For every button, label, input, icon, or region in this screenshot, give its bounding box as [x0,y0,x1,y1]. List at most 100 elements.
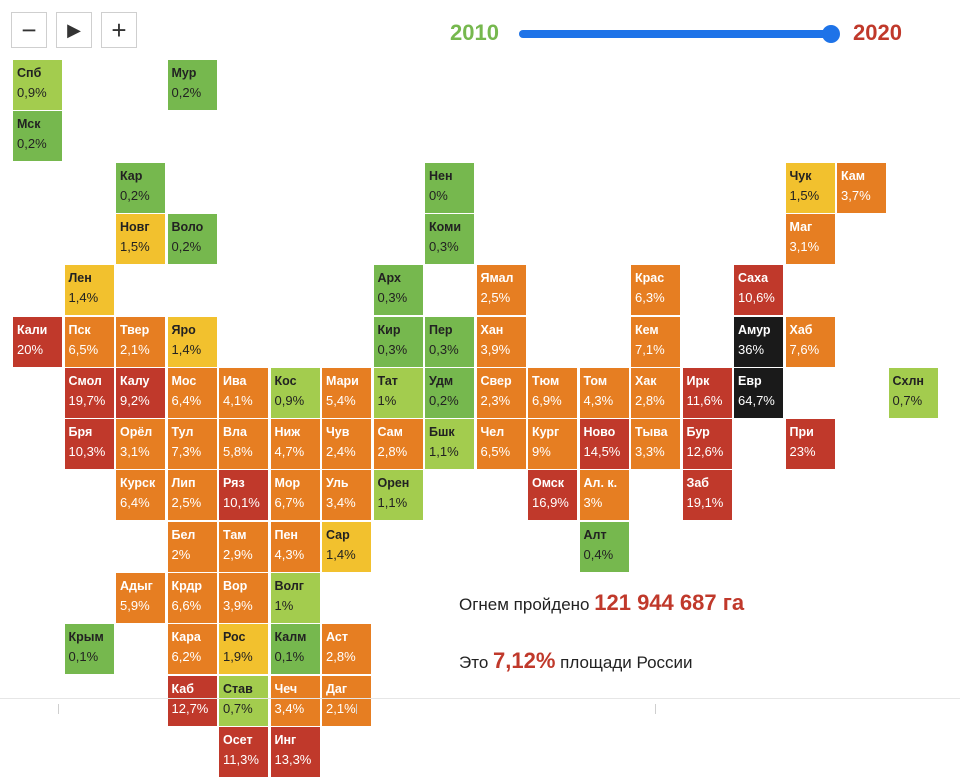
region-tile-орёл[interactable]: Орёл 3,1% [116,419,165,470]
region-tile-кург[interactable]: Кург 9% [528,419,577,470]
region-tile-волг[interactable]: Волг 1% [270,573,320,623]
region-tile-калм[interactable]: Калм 0,1% [270,624,320,675]
region-burned-percent: 6,3% [635,290,665,306]
region-tile-даг[interactable]: Даг 2,1% [322,675,371,726]
region-tile-ниж[interactable]: Ниж 4,7% [270,419,320,470]
region-tile-ново[interactable]: Ново 14,5% [579,419,629,470]
region-name: Орен [377,476,410,491]
region-tile-сар[interactable]: Сар 1,4% [322,521,371,572]
region-tile-тыва[interactable]: Тыва 3,3% [631,419,680,470]
region-tile-кос[interactable]: Кос 0,9% [270,367,320,418]
region-tile-калу[interactable]: Калу 9,2% [116,367,165,418]
region-tile-удм[interactable]: Удм 0,2% [425,367,474,418]
region-tile-вор[interactable]: Вор 3,9% [219,573,268,623]
region-tile-тул[interactable]: Тул 7,3% [167,419,217,470]
region-tile-спб[interactable]: Спб 0,9% [13,60,62,110]
region-tile-чук[interactable]: Чук 1,5% [785,162,835,213]
zoom-out-button[interactable]: − [11,12,47,48]
region-tile-инг[interactable]: Инг 13,3% [270,726,320,777]
region-tile-мск[interactable]: Мск 0,2% [13,111,62,162]
region-tile-арх[interactable]: Арх 0,3% [373,265,423,316]
region-tile-хан[interactable]: Хан 3,9% [476,316,526,367]
region-burned-percent: 4,7% [274,444,305,460]
region-burned-percent: 6,5% [480,444,511,460]
zoom-in-button[interactable]: + [101,12,137,48]
region-tile-тат[interactable]: Тат 1% [373,367,423,418]
region-tile-амур[interactable]: Амур 36% [734,316,783,367]
year-slider[interactable] [519,25,840,43]
region-tile-том[interactable]: Том 4,3% [579,367,629,418]
region-tile-кем[interactable]: Кем 7,1% [631,316,680,367]
region-tile-мос[interactable]: Мос 6,4% [167,367,217,418]
burned-area-prefix: Огнем пройдено [459,595,590,614]
region-tile-воло[interactable]: Воло 0,2% [167,213,217,264]
region-tile-кара[interactable]: Кара 6,2% [167,624,217,675]
region-tile-крым[interactable]: Крым 0,1% [64,624,114,675]
region-tile-кам[interactable]: Кам 3,7% [837,162,886,213]
region-tile-бур[interactable]: Бур 12,6% [682,419,732,470]
region-tile-адыг[interactable]: Адыг 5,9% [116,573,165,623]
region-tile-бшк[interactable]: Бшк 1,1% [425,419,474,470]
region-tile-хак[interactable]: Хак 2,8% [631,367,680,418]
region-tile-ямал[interactable]: Ямал 2,5% [476,265,526,316]
region-tile-пск[interactable]: Пск 6,5% [64,316,114,367]
region-tile-коми[interactable]: Коми 0,3% [425,213,474,264]
region-tile-нен[interactable]: Нен 0% [425,162,474,213]
region-tile-евр[interactable]: Евр 64,7% [734,367,783,418]
year-end-label: 2020 [853,20,902,45]
play-button[interactable]: ▶ [56,12,92,48]
region-tile-уль[interactable]: Уль 3,4% [322,470,371,521]
region-tile-новг[interactable]: Новг 1,5% [116,213,165,264]
region-tile-кир[interactable]: Кир 0,3% [373,316,423,367]
region-tile-свер[interactable]: Свер 2,3% [476,367,526,418]
region-tile-сам[interactable]: Сам 2,8% [373,419,423,470]
region-tile-хаб[interactable]: Хаб 7,6% [785,316,835,367]
region-tile-крдр[interactable]: Крдр 6,6% [167,573,217,623]
region-tile-маг[interactable]: Маг 3,1% [785,213,835,264]
region-tile-мур[interactable]: Мур 0,2% [167,60,217,110]
region-tile-омск[interactable]: Омск 16,9% [528,470,577,521]
region-tile-крас[interactable]: Крас 6,3% [631,265,680,316]
region-tile-курск[interactable]: Курск 6,4% [116,470,165,521]
region-tile-лен[interactable]: Лен 1,4% [64,265,114,316]
region-tile-бря[interactable]: Бря 10,3% [64,419,114,470]
region-tile-твер[interactable]: Твер 2,1% [116,316,165,367]
region-tile-яро[interactable]: Яро 1,4% [167,316,217,367]
region-tile-каб[interactable]: Каб 12,7% [167,675,217,726]
region-name: Калм [274,630,307,645]
region-tile-смол[interactable]: Смол 19,7% [64,367,114,418]
region-tile-тюм[interactable]: Тюм 6,9% [528,367,577,418]
region-name: Аст [326,630,348,645]
region-tile-бел[interactable]: Бел 2% [167,521,217,572]
region-name: Удм [429,373,454,388]
region-name: Кург [532,425,560,440]
region-tile-став[interactable]: Став 0,7% [219,675,268,726]
region-tile-орен[interactable]: Орен 1,1% [373,470,423,521]
region-tile-схлн[interactable]: Схлн 0,7% [888,367,938,418]
region-burned-percent: 11,6% [686,392,723,408]
region-tile-чеч[interactable]: Чеч 3,4% [270,675,320,726]
region-tile-там[interactable]: Там 2,9% [219,521,268,572]
region-tile-при[interactable]: При 23% [785,419,835,470]
region-tile-мор[interactable]: Мор 6,7% [270,470,320,521]
region-tile-лип[interactable]: Лип 2,5% [167,470,217,521]
region-tile-ряз[interactable]: Ряз 10,1% [219,470,268,521]
region-tile-пер[interactable]: Пер 0,3% [425,316,474,367]
region-tile-мари[interactable]: Мари 5,4% [322,367,371,418]
region-tile-чув[interactable]: Чув 2,4% [322,419,371,470]
region-tile-осет[interactable]: Осет 11,3% [219,726,268,777]
region-tile-аст[interactable]: Аст 2,8% [322,624,371,675]
region-tile-ирк[interactable]: Ирк 11,6% [682,367,732,418]
region-tile-чел[interactable]: Чел 6,5% [476,419,526,470]
region-tile-рос[interactable]: Рос 1,9% [219,624,268,675]
region-tile-заб[interactable]: Заб 19,1% [682,470,732,521]
region-tile-ал-к[interactable]: Ал. к. 3% [579,470,629,521]
region-tile-пен[interactable]: Пен 4,3% [270,521,320,572]
region-tile-вла[interactable]: Вла 5,8% [219,419,268,470]
region-tile-кали[interactable]: Кали 20% [13,316,62,367]
region-tile-ива[interactable]: Ива 4,1% [219,367,268,418]
region-tile-саха[interactable]: Саха 10,6% [734,265,783,316]
region-tile-алт[interactable]: Алт 0,4% [579,521,629,572]
year-slider-handle[interactable] [822,25,840,43]
region-tile-кар[interactable]: Кар 0,2% [116,162,165,213]
